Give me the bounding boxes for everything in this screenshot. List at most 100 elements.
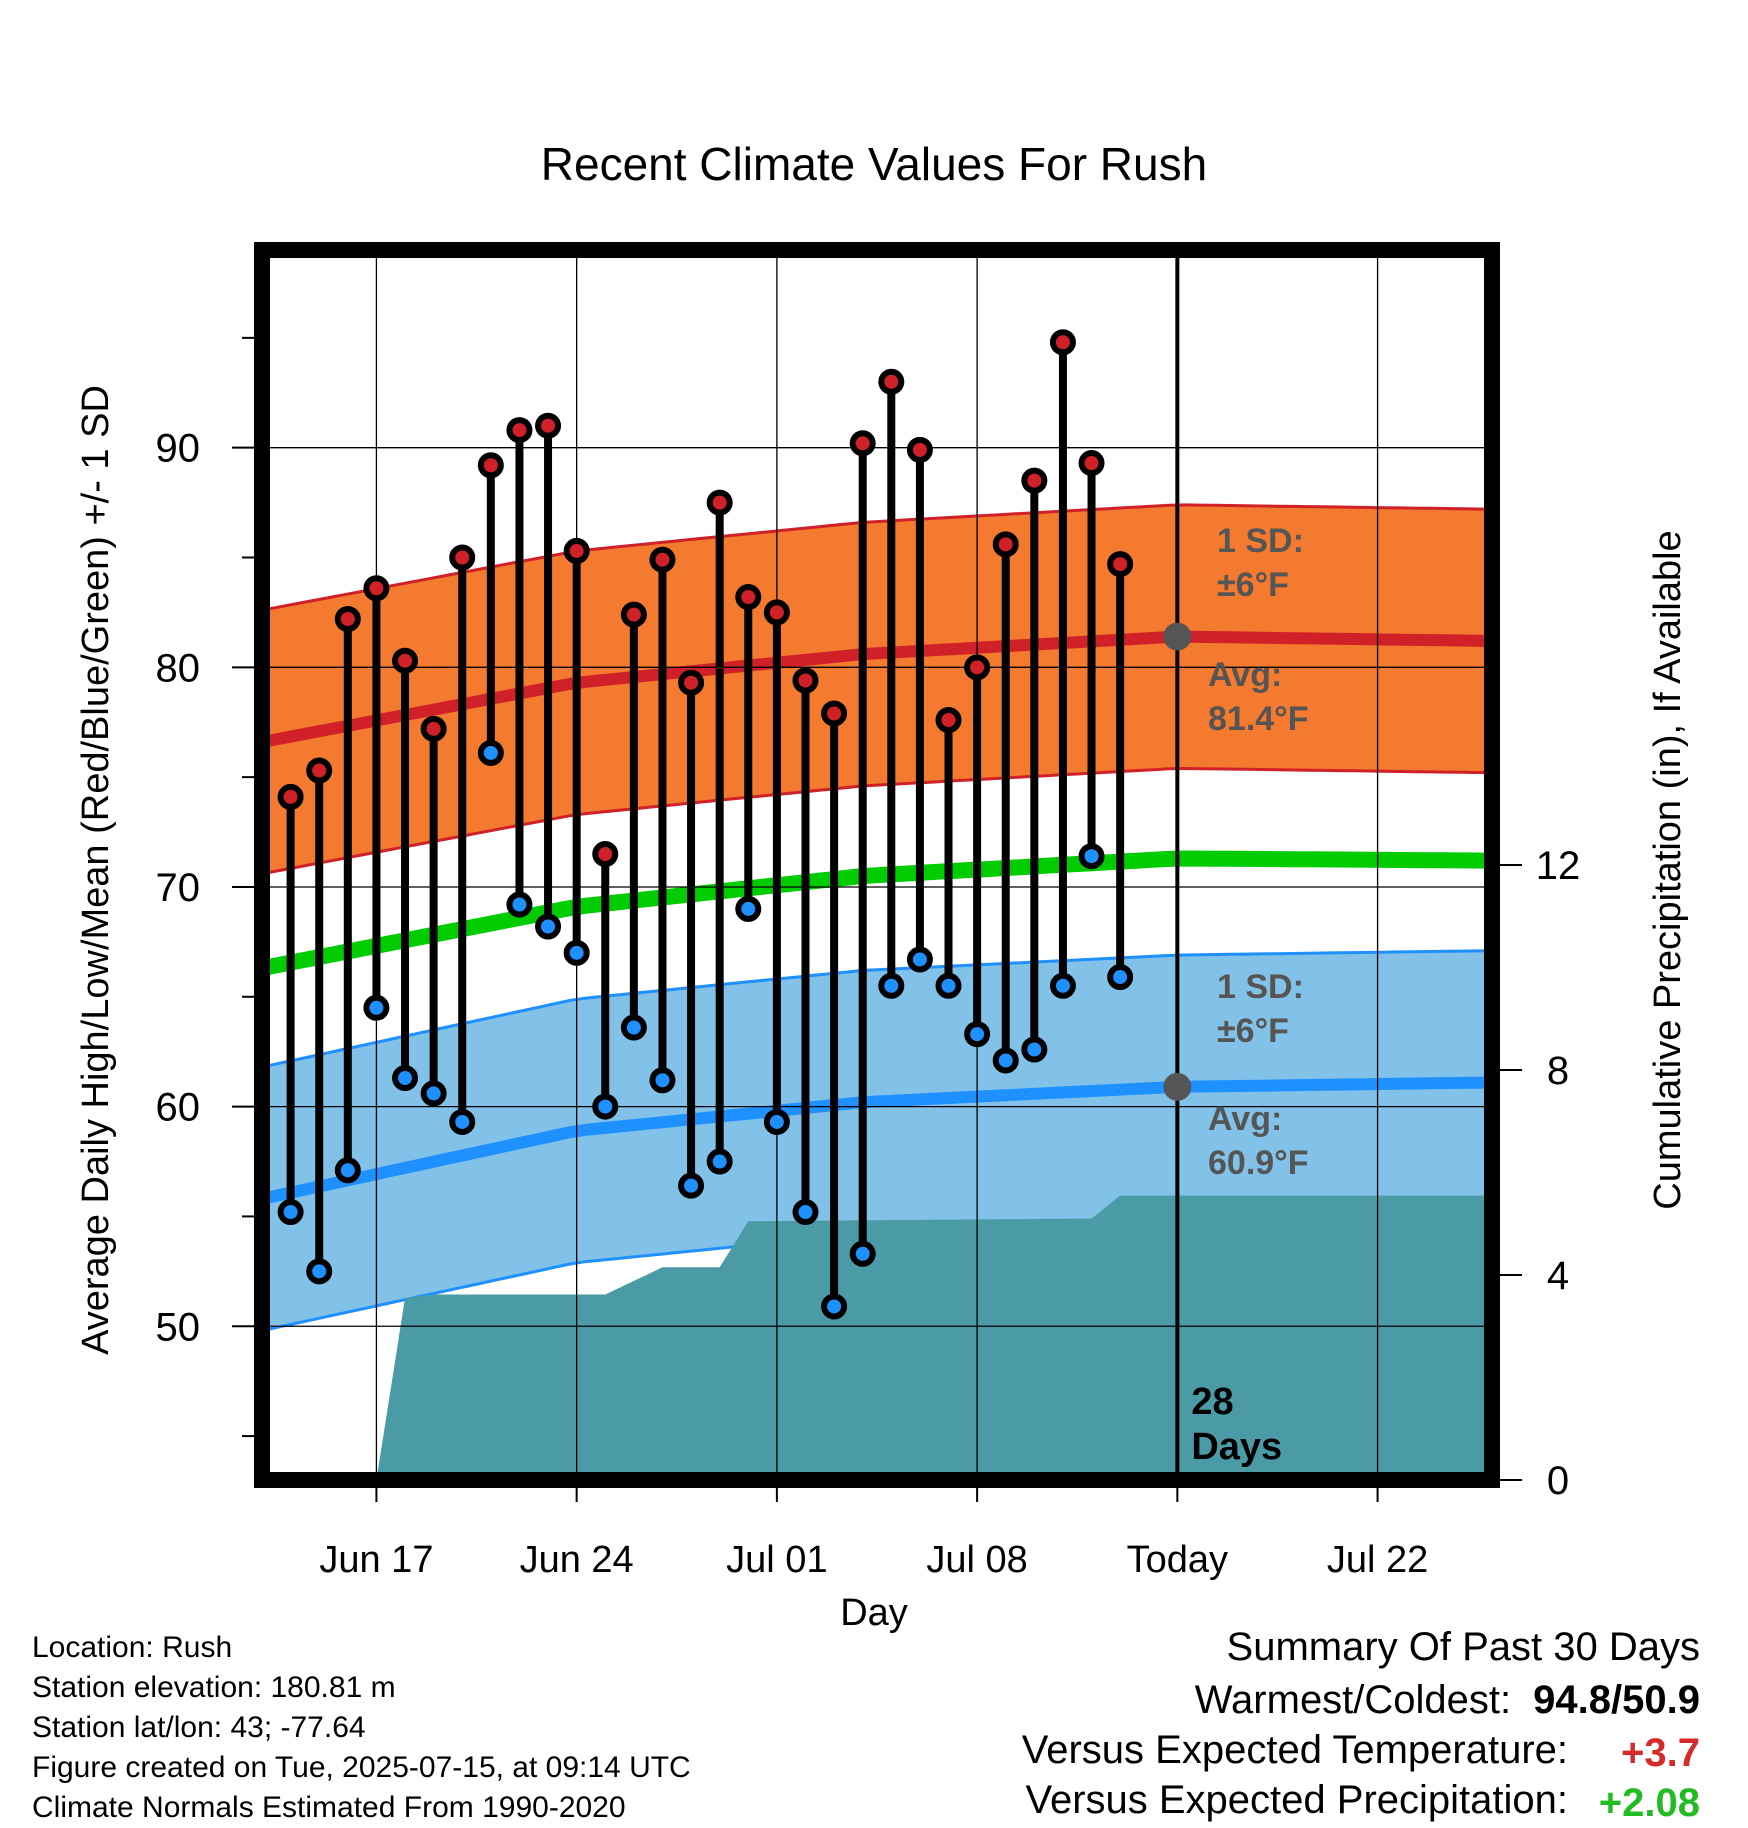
daily-low-point (1049, 972, 1076, 999)
daily-high-point (306, 757, 333, 784)
mean-normal-line (262, 850, 1492, 977)
daily-high-point (363, 575, 390, 602)
daily-low-point (906, 946, 933, 973)
daily-low-point (363, 994, 390, 1021)
daily-high-point (649, 546, 676, 573)
high-sd-band-upper-edge (262, 503, 1492, 612)
daily-low-point (821, 1293, 848, 1320)
daily-high-point (878, 368, 905, 395)
low-sd-label: 1 SD: (1217, 968, 1304, 1006)
low-avg-value: 60.9°F (1208, 1144, 1309, 1182)
y-tick-label: 50 (156, 1305, 201, 1349)
daily-high-point (906, 436, 933, 463)
y2-tick-label: 0 (1547, 1459, 1569, 1503)
daily-high-point (1021, 467, 1048, 494)
daily-high-point (821, 700, 848, 727)
daily-high-point (735, 584, 762, 611)
summary-heading: Summary Of Past 30 Days (1227, 1625, 1700, 1669)
daily-high-point (678, 669, 705, 696)
daily-high-point (935, 707, 962, 734)
annotations: 1 SD: ±6°F Avg: 81.4°F 1 SD: ±6°F Avg: 60.9°F 28… (1163, 522, 1309, 1468)
daily-high-point (763, 599, 790, 626)
daily-low-point (620, 1014, 647, 1041)
footer-location: Location: Rush (32, 1631, 232, 1664)
daily-low-point (792, 1199, 819, 1226)
footer-normals: Climate Normals Estimated From 1990-2020 (32, 1791, 626, 1824)
daily-low-point (735, 895, 762, 922)
daily-low-point (1107, 964, 1134, 991)
daily-high-point (563, 537, 590, 564)
daily-low-point (420, 1080, 447, 1107)
daily-high-point (1107, 551, 1134, 578)
low-avg-label: Avg: (1208, 1100, 1282, 1138)
y2-axis-label: Cumulative Precipitation (in), If Availa… (1647, 530, 1689, 1209)
daily-low-point (678, 1172, 705, 1199)
daily-low-point (1021, 1036, 1048, 1063)
x-tick-label: Jul 22 (1327, 1539, 1428, 1581)
low-normal-line (262, 1076, 1492, 1205)
x-axis-label: Day (840, 1592, 908, 1634)
axes: Jun 17 Jun 24 Jul 01 Jul 08 Today Jul 22 50 60 7… (156, 336, 1580, 1581)
x-tick-label: Jul 01 (726, 1539, 827, 1581)
x-tick-label: Jun 24 (520, 1539, 634, 1581)
daily-low-point (1078, 843, 1105, 870)
precip-area (376, 1195, 1492, 1480)
daily-low-point (649, 1067, 676, 1094)
daily-low-point (592, 1093, 619, 1120)
period-label: Days (1191, 1426, 1282, 1468)
daily-high-point (706, 489, 733, 516)
daily-high-point (1078, 450, 1105, 477)
daily-low-point (849, 1240, 876, 1267)
footer-info: Location: Rush Station elevation: 180.81… (32, 1631, 691, 1824)
chart-title: Recent Climate Values For Rush (541, 138, 1207, 190)
low-sd-band-upper-edge (262, 949, 1492, 1069)
daily-high-point (592, 841, 619, 868)
daily-low-point (277, 1199, 304, 1226)
y-tick-label: 80 (156, 646, 201, 690)
daily-high-point (792, 667, 819, 694)
high-sd-label: 1 SD: (1217, 522, 1304, 560)
daily-high-point (849, 430, 876, 457)
daily-low-point (449, 1108, 476, 1135)
daily-low-point (506, 891, 533, 918)
high-avg-label: Avg: (1208, 656, 1282, 694)
plot-area (262, 503, 1492, 1480)
daily-high-point (277, 783, 304, 810)
daily-low-point (563, 939, 590, 966)
daily-high-point (506, 417, 533, 444)
summary-temp-value: +3.7 (1621, 1731, 1700, 1775)
high-avg-value: 81.4°F (1208, 700, 1309, 738)
y-tick-label: 90 (156, 427, 201, 471)
high-sd-band-lower-edge (262, 766, 1492, 876)
plot-frame (254, 242, 1500, 1488)
daily-low-point (392, 1065, 419, 1092)
summary-precip-value: +2.08 (1599, 1781, 1700, 1825)
summary-temp-label: Versus Expected Temperature: (1022, 1728, 1568, 1772)
today-low-normal-marker (1163, 1072, 1192, 1101)
daily-high-point (477, 452, 504, 479)
summary-warm-cold: Warmest/Coldest: 94.8/50.9 (1195, 1678, 1700, 1722)
daily-low-point (992, 1047, 1019, 1074)
low-sd-band (262, 950, 1492, 1331)
daily-high-point (620, 601, 647, 628)
daily-high-point (449, 544, 476, 571)
daily-low-point (878, 972, 905, 999)
daily-low-point (964, 1021, 991, 1048)
daily-low-point (763, 1108, 790, 1135)
daily-high-point (420, 715, 447, 742)
x-tick-label: Today (1127, 1539, 1228, 1581)
daily-high-point (334, 606, 361, 632)
low-sd-value: ±6°F (1217, 1012, 1289, 1050)
summary-box: Summary Of Past 30 Days Warmest/Coldest:… (1022, 1625, 1700, 1825)
period-label: 28 (1191, 1381, 1233, 1423)
daily-high-point (964, 654, 991, 681)
warm-cold-label: Warmest/Coldest: (1195, 1678, 1511, 1722)
daily-low-point (334, 1157, 361, 1184)
high-sd-value: ±6°F (1217, 566, 1289, 604)
daily-low-point (935, 972, 962, 999)
footer-elevation: Station elevation: 180.81 m (32, 1671, 396, 1704)
y-axis-label: Average Daily High/Low/Mean (Red/Blue/Gr… (75, 385, 117, 1355)
summary-precip-label: Versus Expected Precipitation: (1025, 1778, 1568, 1822)
daily-high-point (535, 412, 562, 439)
